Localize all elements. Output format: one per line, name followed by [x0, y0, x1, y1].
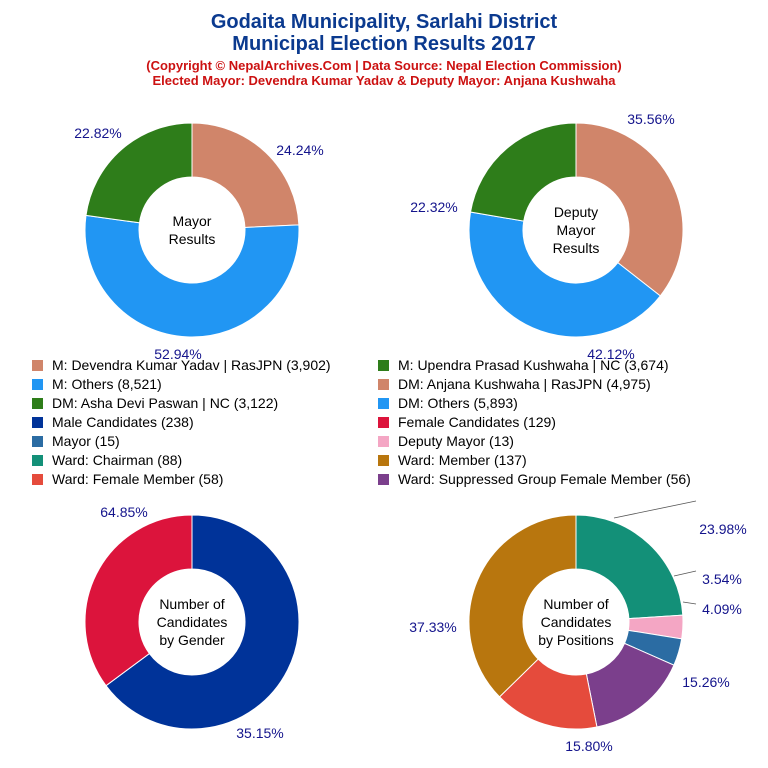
donut-slice-4-1 — [575, 514, 684, 620]
percent-label-2-3: 22.32% — [410, 199, 457, 215]
center-label-1-line2: Results — [169, 231, 216, 247]
legend-swatch-7 — [32, 417, 43, 428]
legend-label-1: M: Devendra Kumar Yadav | RasJPN (3,902) — [52, 357, 331, 373]
donut-chart-3: 64.85% 35.15% Number of Candidates by Gender — [84, 504, 300, 741]
donut-slice-1-2 — [84, 214, 300, 338]
donut-charts: 24.24% 52.94% 22.82% Mayor Results 35.56% 42.1… — [74, 111, 746, 754]
legend-swatch-3 — [32, 379, 43, 390]
percent-label-4-5: 15.80% — [565, 738, 612, 754]
legend-label-12: Ward: Member (137) — [398, 452, 527, 468]
center-label-3-line1: Number of — [159, 596, 224, 612]
legend-swatch-10 — [378, 436, 389, 447]
percent-label-2-2: 42.12% — [587, 346, 634, 362]
legend-label-5: DM: Asha Devi Paswan | NC (3,122) — [52, 395, 278, 411]
chart-subtitle-elected: Elected Mayor: Devendra Kumar Yadav & De… — [152, 73, 616, 88]
percent-label-1-1: 24.24% — [276, 142, 323, 158]
chart-title-line2: Municipal Election Results 2017 — [232, 33, 535, 55]
donut-slice-2-3 — [469, 122, 577, 222]
legend-label-3: M: Others (8,521) — [52, 376, 162, 392]
legend-swatch-2 — [378, 360, 389, 371]
legend-swatch-11 — [32, 455, 43, 466]
leader-line-4-3 — [682, 601, 697, 605]
legend-label-6: DM: Others (5,893) — [398, 395, 518, 411]
legend-label-10: Deputy Mayor (13) — [398, 433, 514, 449]
donut-chart-1: 24.24% 52.94% 22.82% Mayor Results — [74, 122, 324, 362]
chart-subtitle-source: (Copyright © NepalArchives.Com | Data So… — [146, 58, 622, 73]
donut-slice-2-2 — [468, 211, 661, 338]
center-label-2-line1: Deputy — [554, 204, 598, 220]
legend-swatch-5 — [32, 398, 43, 409]
legend-swatch-9 — [32, 436, 43, 447]
donut-slice-4-6 — [468, 514, 577, 698]
center-label-2-line3: Results — [553, 240, 600, 256]
percent-label-4-4: 15.26% — [682, 674, 729, 690]
leader-line-4-1 — [613, 500, 697, 519]
donut-slice-2-1 — [575, 122, 684, 297]
percent-label-2-1: 35.56% — [627, 111, 674, 127]
legend-swatch-4 — [378, 379, 389, 390]
donut-slice-3-2 — [84, 514, 193, 687]
legend-label-8: Female Candidates (129) — [398, 414, 556, 430]
percent-label-4-3: 4.09% — [702, 601, 742, 617]
percent-label-1-3: 22.82% — [74, 125, 121, 141]
percent-label-4-1: 23.98% — [699, 521, 746, 537]
legend-label-14: Ward: Suppressed Group Female Member (56… — [398, 471, 691, 487]
legend-swatch-14 — [378, 474, 389, 485]
legend-label-7: Male Candidates (238) — [52, 414, 194, 430]
center-label-4-line3: by Positions — [538, 632, 613, 648]
leader-line-4-2 — [673, 570, 697, 577]
percent-label-4-2: 3.54% — [702, 571, 742, 587]
center-label-2-line2: Mayor — [557, 222, 596, 238]
donut-chart-4: 23.98% 3.54% 4.09% 15.26% 15.80% 37.33% Number… — [409, 500, 747, 754]
legend-swatch-8 — [378, 417, 389, 428]
percent-label-3-2: 35.15% — [236, 725, 283, 741]
legend-label-13: Ward: Female Member (58) — [52, 471, 223, 487]
legend-label-11: Ward: Chairman (88) — [52, 452, 182, 468]
legend-swatch-6 — [378, 398, 389, 409]
legend-label-9: Mayor (15) — [52, 433, 120, 449]
legend-swatch-13 — [32, 474, 43, 485]
legend-label-4: DM: Anjana Kushwaha | RasJPN (4,975) — [398, 376, 651, 392]
donut-slice-3-1 — [105, 514, 300, 730]
chart-legend: M: Devendra Kumar Yadav | RasJPN (3,902)… — [32, 357, 691, 487]
percent-label-4-6: 37.33% — [409, 619, 456, 635]
center-label-3-line3: by Gender — [159, 632, 225, 648]
percent-label-3-1: 64.85% — [100, 504, 147, 520]
chart-title-line1: Godaita Municipality, Sarlahi District — [211, 11, 558, 33]
donut-slice-1-3 — [85, 122, 193, 224]
center-label-3-line2: Candidates — [157, 614, 228, 630]
donut-slice-1-1 — [191, 122, 300, 228]
percent-label-1-2: 52.94% — [154, 346, 201, 362]
legend-swatch-12 — [378, 455, 389, 466]
donut-chart-2: 35.56% 42.12% 22.32% Deputy Mayor Results — [410, 111, 684, 362]
legend-label-2: M: Upendra Prasad Kushwaha | NC (3,674) — [398, 357, 669, 373]
center-label-4-line1: Number of — [543, 596, 608, 612]
legend-swatch-1 — [32, 360, 43, 371]
center-label-4-line2: Candidates — [541, 614, 612, 630]
center-label-1-line1: Mayor — [173, 213, 212, 229]
